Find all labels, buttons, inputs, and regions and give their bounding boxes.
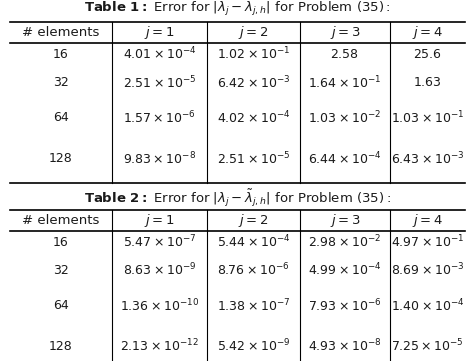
Text: $1.02 \times 10^{-1}$: $1.02 \times 10^{-1}$ bbox=[217, 46, 290, 62]
Text: $4.02 \times 10^{-4}$: $4.02 \times 10^{-4}$ bbox=[217, 109, 290, 126]
Text: $j = 3$: $j = 3$ bbox=[329, 212, 360, 229]
Text: $\mathbf{Table\ 1:}$$\mathrm{\ Error\ for\ }|\lambda_j - \lambda_{j,h}|\ \mathrm: $\mathbf{Table\ 1:}$$\mathrm{\ Error\ fo… bbox=[83, 0, 391, 18]
Text: $2.51 \times 10^{-5}$: $2.51 \times 10^{-5}$ bbox=[123, 74, 196, 91]
Text: $1.57 \times 10^{-6}$: $1.57 \times 10^{-6}$ bbox=[123, 109, 196, 126]
Text: $j = 2$: $j = 2$ bbox=[238, 212, 269, 229]
Text: 16: 16 bbox=[53, 48, 69, 61]
Text: $2.98 \times 10^{-2}$: $2.98 \times 10^{-2}$ bbox=[309, 234, 382, 250]
Text: $j = 3$: $j = 3$ bbox=[329, 24, 360, 41]
Text: $1.36 \times 10^{-10}$: $1.36 \times 10^{-10}$ bbox=[120, 297, 199, 314]
Text: $\mathbf{Table\ 2:}$$\mathrm{\ Error\ for\ }|\lambda_j - \tilde{\lambda}_{j,h}|\: $\mathbf{Table\ 2:}$$\mathrm{\ Error\ fo… bbox=[83, 187, 391, 209]
Text: $6.42 \times 10^{-3}$: $6.42 \times 10^{-3}$ bbox=[217, 74, 290, 91]
Text: 64: 64 bbox=[53, 299, 69, 312]
Text: $5.42 \times 10^{-9}$: $5.42 \times 10^{-9}$ bbox=[217, 338, 290, 355]
Text: $1.38 \times 10^{-7}$: $1.38 \times 10^{-7}$ bbox=[217, 297, 290, 314]
Text: $4.93 \times 10^{-8}$: $4.93 \times 10^{-8}$ bbox=[308, 338, 382, 355]
Text: # elements: # elements bbox=[22, 26, 100, 39]
Text: $1.63$: $1.63$ bbox=[413, 76, 442, 89]
Text: $j = 1$: $j = 1$ bbox=[144, 212, 175, 229]
Text: $5.47 \times 10^{-7}$: $5.47 \times 10^{-7}$ bbox=[123, 234, 196, 250]
Text: $2.58$: $2.58$ bbox=[330, 48, 359, 61]
Text: 32: 32 bbox=[53, 264, 69, 277]
Text: # elements: # elements bbox=[22, 214, 100, 227]
Text: $2.13 \times 10^{-12}$: $2.13 \times 10^{-12}$ bbox=[120, 338, 199, 355]
Text: $j = 4$: $j = 4$ bbox=[412, 212, 443, 229]
Text: $1.03 \times 10^{-2}$: $1.03 \times 10^{-2}$ bbox=[309, 109, 382, 126]
Text: $1.64 \times 10^{-1}$: $1.64 \times 10^{-1}$ bbox=[309, 74, 382, 91]
Text: 16: 16 bbox=[53, 235, 69, 248]
Text: $7.25 \times 10^{-5}$: $7.25 \times 10^{-5}$ bbox=[391, 338, 464, 355]
Text: $4.99 \times 10^{-4}$: $4.99 \times 10^{-4}$ bbox=[308, 262, 382, 279]
Text: $4.97 \times 10^{-1}$: $4.97 \times 10^{-1}$ bbox=[391, 234, 464, 250]
Text: 128: 128 bbox=[49, 152, 73, 165]
Text: $j = 2$: $j = 2$ bbox=[238, 24, 269, 41]
Text: $j = 1$: $j = 1$ bbox=[144, 24, 175, 41]
Text: $8.76 \times 10^{-6}$: $8.76 \times 10^{-6}$ bbox=[217, 262, 290, 279]
Text: $25.6$: $25.6$ bbox=[413, 48, 442, 61]
Text: 32: 32 bbox=[53, 76, 69, 89]
Text: $6.44 \times 10^{-4}$: $6.44 \times 10^{-4}$ bbox=[308, 151, 382, 167]
Text: 128: 128 bbox=[49, 340, 73, 353]
Text: $9.83 \times 10^{-8}$: $9.83 \times 10^{-8}$ bbox=[123, 151, 196, 167]
Text: $2.51 \times 10^{-5}$: $2.51 \times 10^{-5}$ bbox=[217, 151, 290, 167]
Text: $7.93 \times 10^{-6}$: $7.93 \times 10^{-6}$ bbox=[308, 297, 382, 314]
Text: $5.44 \times 10^{-4}$: $5.44 \times 10^{-4}$ bbox=[217, 234, 290, 250]
Text: $8.69 \times 10^{-3}$: $8.69 \times 10^{-3}$ bbox=[391, 262, 464, 279]
Text: $4.01 \times 10^{-4}$: $4.01 \times 10^{-4}$ bbox=[123, 46, 196, 62]
Text: $1.03 \times 10^{-1}$: $1.03 \times 10^{-1}$ bbox=[391, 109, 464, 126]
Text: $6.43 \times 10^{-3}$: $6.43 \times 10^{-3}$ bbox=[391, 151, 464, 167]
Text: $1.40 \times 10^{-4}$: $1.40 \times 10^{-4}$ bbox=[391, 297, 464, 314]
Text: $8.63 \times 10^{-9}$: $8.63 \times 10^{-9}$ bbox=[123, 262, 196, 279]
Text: $j = 4$: $j = 4$ bbox=[412, 24, 443, 41]
Text: 64: 64 bbox=[53, 111, 69, 124]
